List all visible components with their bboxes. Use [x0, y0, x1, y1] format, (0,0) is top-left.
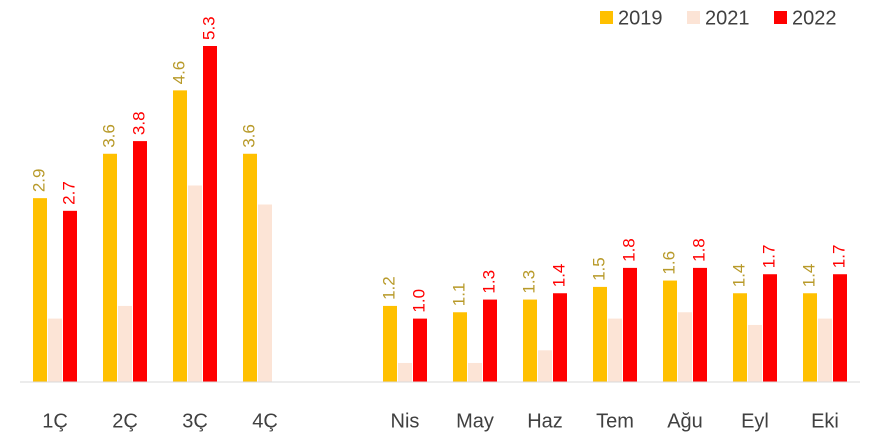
bar [103, 153, 117, 382]
x-tick-label: Eyl [741, 410, 769, 432]
value-label: 1.2 [379, 276, 398, 300]
x-tick-label: Ağu [667, 410, 703, 432]
bar [243, 153, 257, 382]
value-label: 1.8 [619, 238, 638, 262]
bar [398, 362, 412, 382]
value-label: 5.3 [199, 16, 218, 40]
bar [133, 141, 147, 382]
bar [483, 299, 497, 382]
x-tick-label: 1Ç [42, 410, 68, 432]
value-label: 2.9 [29, 169, 48, 193]
bar [383, 305, 397, 382]
bar [203, 46, 217, 382]
value-label: 1.3 [479, 270, 498, 294]
value-label: 1.5 [589, 257, 608, 281]
bar [188, 185, 202, 382]
value-label: 1.0 [409, 289, 428, 313]
value-label: 1.8 [689, 238, 708, 262]
x-tick-label: 4Ç [252, 410, 278, 432]
value-label: 4.6 [169, 61, 188, 85]
bar [608, 318, 622, 382]
legend-label: 2019 [618, 7, 663, 29]
bar [693, 267, 707, 382]
value-label: 1.6 [659, 251, 678, 275]
legend-swatch [600, 11, 613, 24]
legend-label: 2021 [705, 7, 750, 29]
value-label: 1.4 [729, 264, 748, 288]
value-label: 3.8 [129, 111, 148, 135]
value-label: 1.3 [519, 270, 538, 294]
bar [623, 267, 637, 382]
legend-label: 2022 [792, 7, 837, 29]
x-tick-label: 2Ç [112, 410, 138, 432]
legend-swatch [774, 11, 787, 24]
bar [538, 350, 552, 382]
x-tick-label: Haz [527, 410, 563, 432]
x-tick-label: 3Ç [182, 410, 208, 432]
bar [803, 293, 817, 382]
value-label: 3.6 [239, 124, 258, 148]
x-tick-label: Tem [596, 410, 634, 432]
bar [33, 198, 47, 382]
value-label: 1.1 [449, 283, 468, 307]
value-label: 1.4 [549, 264, 568, 288]
legend-swatch [687, 11, 700, 24]
bar [593, 286, 607, 382]
bar [118, 305, 132, 382]
bar [173, 90, 187, 383]
bar [413, 318, 427, 382]
bar [733, 293, 747, 382]
bar [453, 312, 467, 382]
bar [763, 274, 777, 382]
bar [678, 312, 692, 382]
value-label: 1.7 [829, 245, 848, 269]
bar [523, 299, 537, 382]
value-label: 1.7 [759, 245, 778, 269]
value-label: 3.6 [99, 124, 118, 148]
value-label: 1.4 [799, 264, 818, 288]
x-tick-label: Eki [811, 410, 839, 432]
bar [468, 362, 482, 382]
x-tick-label: Nis [391, 410, 420, 432]
bar [258, 204, 272, 382]
value-label: 2.7 [59, 181, 78, 205]
bar [663, 280, 677, 382]
bar [63, 210, 77, 382]
bar [833, 274, 847, 382]
bar [553, 293, 567, 382]
bar [748, 324, 762, 382]
bar [818, 318, 832, 382]
x-tick-label: May [456, 410, 494, 432]
bar [48, 318, 62, 382]
